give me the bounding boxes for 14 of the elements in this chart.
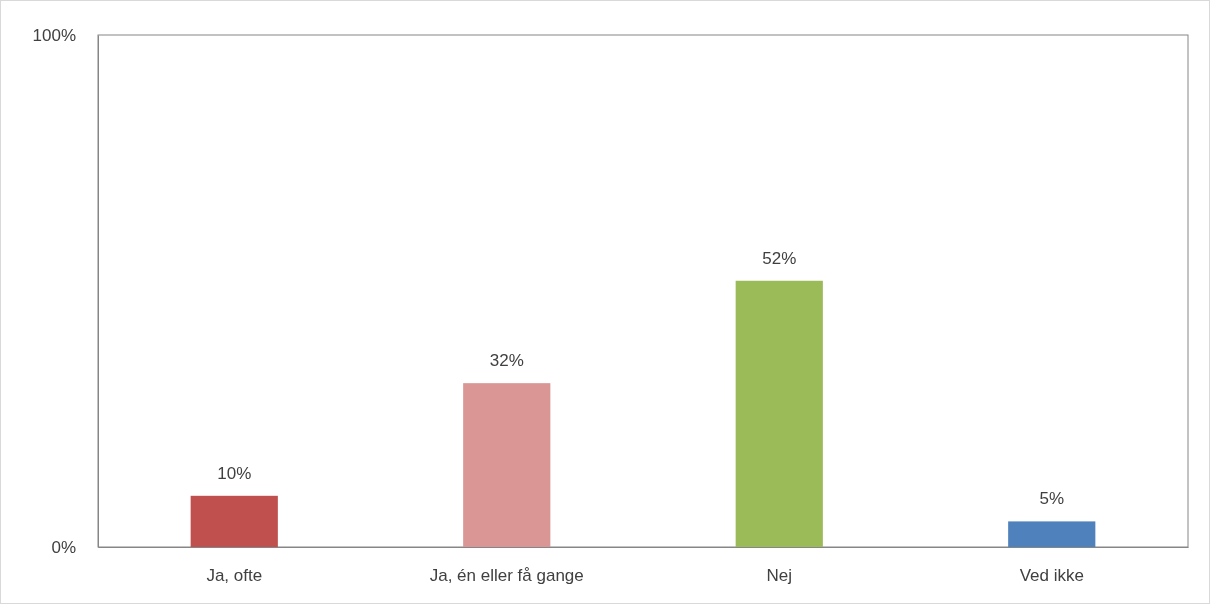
y-tick-label: 100% (32, 25, 76, 45)
bar (463, 383, 551, 547)
data-label: 10% (217, 463, 252, 483)
y-tick-label: 0% (51, 537, 76, 557)
data-label: 5% (1039, 489, 1065, 509)
x-tick-label: Ja, ofte (206, 566, 263, 586)
x-tick-label: Ved ikke (1019, 566, 1084, 586)
bar (190, 495, 278, 547)
x-tick-label: Nej (766, 566, 793, 586)
bar (735, 280, 823, 547)
x-tick-label: Ja, én eller få gange (429, 566, 584, 586)
data-label: 32% (489, 351, 524, 371)
bar (1008, 521, 1096, 547)
data-label: 52% (762, 248, 797, 268)
